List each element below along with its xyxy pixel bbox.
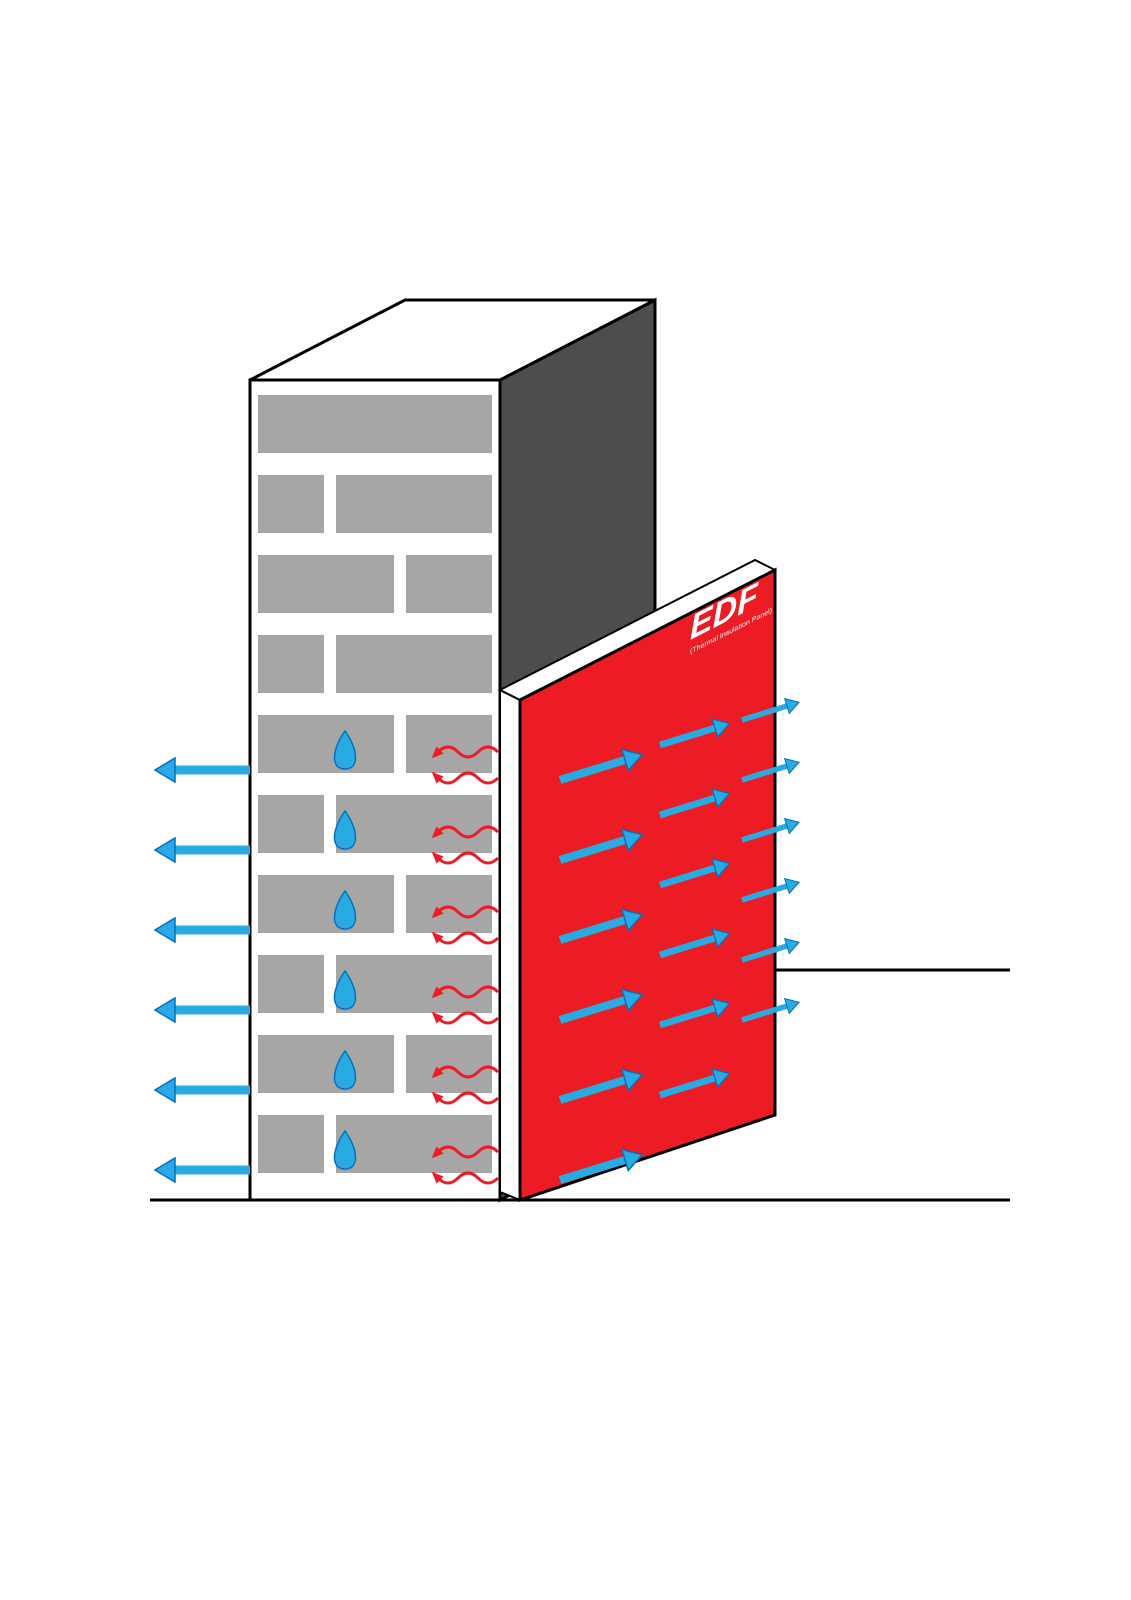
brick [258,555,394,613]
brick [406,555,492,613]
brick [258,715,394,773]
brick [258,635,324,693]
panel-left-face [500,690,520,1200]
brick [258,875,394,933]
diagram-canvas: EDF(Thermal Insulation Panel) [0,0,1131,1600]
brick [406,1035,492,1093]
brick [336,795,492,853]
brick [258,955,324,1013]
brick [258,795,324,853]
brick [258,395,492,453]
brick [406,715,492,773]
brick [336,475,492,533]
brick [258,475,324,533]
brick [406,875,492,933]
brick [258,1115,324,1173]
brick [336,1115,492,1173]
brick [258,1035,394,1093]
brick [336,955,492,1013]
brick [336,635,492,693]
